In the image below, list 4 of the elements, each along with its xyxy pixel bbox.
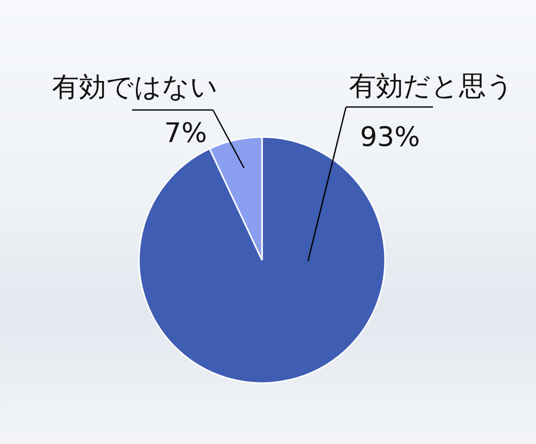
- slice-label: 有効だと思う: [349, 71, 514, 102]
- data-label: 93%: [360, 122, 420, 153]
- data-label: 7%: [164, 118, 207, 149]
- slice-label: 有効ではない: [52, 72, 218, 103]
